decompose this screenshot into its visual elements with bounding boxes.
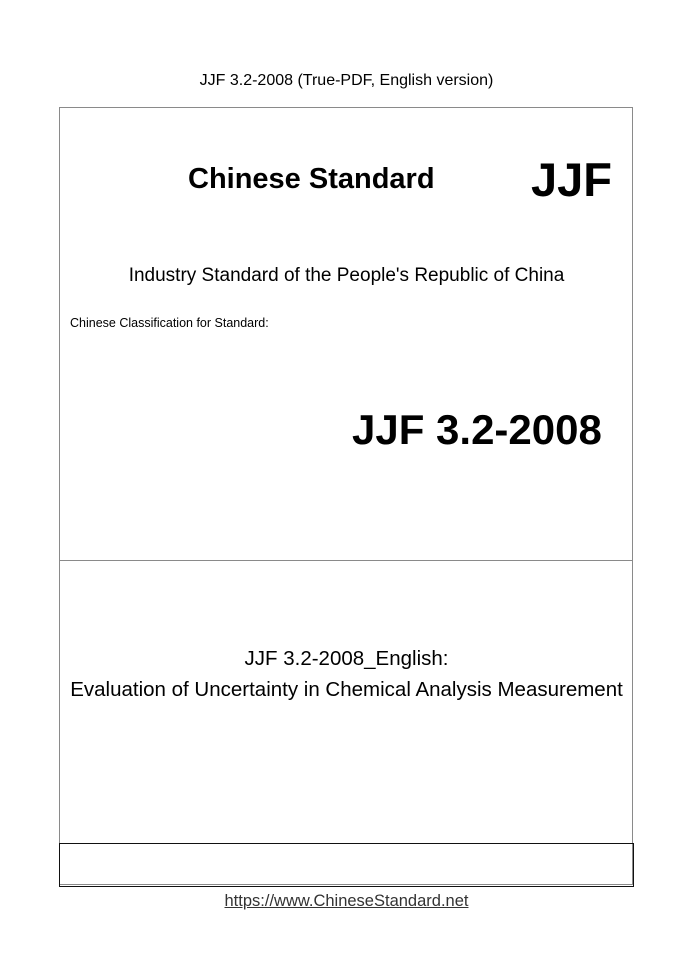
document-title-line2: Evaluation of Uncertainty in Chemical An… [70, 678, 623, 701]
page-header: JJF 3.2-2008 (True-PDF, English version) [199, 72, 494, 89]
cover-frame [59, 107, 633, 885]
document-title-line1: JJF 3.2-2008_English: [244, 647, 449, 670]
cover-title: Chinese Standard [188, 163, 435, 195]
standard-prefix: JJF [531, 153, 612, 206]
footer-link[interactable]: https://www.ChineseStandard.net [224, 892, 469, 910]
cover-bottom-box [59, 843, 634, 887]
standard-code: JJF 3.2-2008 [352, 406, 602, 453]
classification-label: Chinese Classification for Standard: [70, 316, 269, 330]
cover-divider [59, 560, 633, 561]
industry-line: Industry Standard of the People's Republ… [128, 265, 565, 286]
